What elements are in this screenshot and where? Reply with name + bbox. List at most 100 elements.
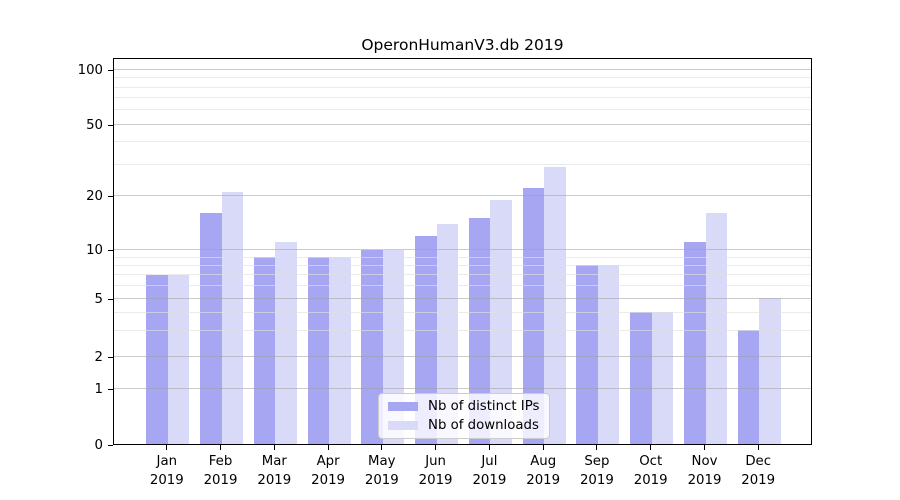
year-label: 2019 — [418, 473, 453, 488]
chart-title: OperonHumanV3.db 2019 — [361, 36, 564, 54]
bar-jan-distinct-ips — [146, 274, 168, 444]
legend-label-distinct-ips: Nb of distinct IPs — [428, 399, 540, 414]
x-tick-dec — [757, 445, 759, 450]
year-label: 2019 — [311, 473, 346, 488]
y-tick-1 — [108, 388, 113, 390]
bar-aug-distinct-ips — [522, 188, 545, 444]
month-label: Feb — [208, 454, 233, 469]
bar-apr-downloads — [329, 257, 351, 444]
bar-jan-downloads — [167, 274, 190, 444]
gridline-minor-90 — [114, 77, 811, 79]
bar-jul-downloads — [490, 199, 512, 444]
bar-apr-distinct-ips — [307, 257, 330, 444]
x-tick-feb — [220, 445, 221, 450]
month-label: Oct — [639, 454, 663, 469]
year-label: 2019 — [633, 473, 668, 488]
month-label: May — [368, 454, 396, 469]
y-tick-label-1: 1 — [94, 381, 103, 397]
bar-mar-distinct-ips — [253, 257, 276, 444]
gridline-minor-60 — [114, 109, 811, 111]
legend-swatch-downloads — [388, 420, 418, 431]
month-label: Apr — [316, 454, 340, 469]
gridline-minor-40 — [114, 141, 811, 142]
x-tick-aug — [542, 445, 544, 450]
month-label: Aug — [530, 454, 557, 469]
x-tick-label-jan: Jan 2019 — [122, 452, 212, 490]
y-tick-label-5: 5 — [94, 291, 103, 307]
gridline-10 — [114, 249, 811, 251]
x-tick-label-nov: Nov 2019 — [660, 452, 750, 490]
x-tick-label-aug: Aug 2019 — [498, 452, 588, 490]
month-label: Jan — [156, 454, 178, 469]
bar-mar-downloads — [275, 242, 297, 444]
year-label: 2019 — [741, 473, 776, 488]
gridline-minor-30 — [114, 163, 811, 165]
month-label: Jul — [481, 454, 498, 469]
x-tick-oct — [650, 445, 652, 450]
gridline-minor-6 — [114, 284, 811, 286]
y-tick-50 — [108, 124, 113, 126]
x-tick-label-jul: Jul 2019 — [444, 452, 534, 490]
gridline-5 — [114, 297, 811, 299]
x-tick-jan — [166, 445, 168, 450]
y-tick-0 — [108, 444, 113, 446]
x-tick-label-may: May 2019 — [337, 452, 427, 490]
year-label: 2019 — [526, 473, 561, 488]
gridline-2 — [114, 355, 811, 357]
x-tick-label-oct: Oct 2019 — [606, 452, 696, 490]
year-label: 2019 — [149, 473, 184, 488]
gridline-100 — [114, 69, 811, 71]
legend: Nb of distinct IPs Nb of downloads — [378, 393, 550, 439]
bar-oct-distinct-ips — [630, 312, 652, 444]
y-tick-10 — [108, 250, 113, 252]
bar-feb-distinct-ips — [200, 213, 222, 444]
x-tick-label-dec: Dec 2019 — [713, 452, 803, 490]
legend-entry-distinct-ips: Nb of distinct IPs — [379, 399, 549, 414]
month-label: Dec — [745, 454, 772, 469]
year-label: 2019 — [687, 473, 722, 488]
x-tick-nov — [704, 445, 705, 450]
gridline-50 — [114, 123, 811, 125]
gridline-minor-3 — [114, 329, 811, 331]
bar-nov-distinct-ips — [684, 242, 706, 444]
bar-feb-downloads — [221, 191, 243, 444]
year-label: 2019 — [257, 473, 292, 488]
x-tick-jun — [435, 445, 437, 450]
y-tick-100 — [108, 70, 113, 72]
y-tick-20 — [108, 196, 113, 198]
y-tick-label-0: 0 — [94, 437, 103, 453]
legend-swatch-distinct-ips — [388, 401, 418, 412]
x-tick-apr — [327, 445, 329, 450]
x-tick-mar — [273, 445, 275, 450]
bar-jun-distinct-ips — [415, 235, 437, 444]
x-tick-label-apr: Apr 2019 — [283, 452, 373, 490]
year-label: 2019 — [203, 473, 238, 488]
gridline-minor-70 — [114, 97, 811, 99]
gridline-minor-9 — [114, 256, 811, 258]
bar-sep-distinct-ips — [576, 265, 598, 444]
x-tick-label-feb: Feb 2019 — [176, 452, 266, 490]
x-tick-label-mar: Mar 2019 — [229, 452, 319, 490]
gridline-minor-8 — [114, 264, 811, 266]
x-tick-label-jun: Jun 2019 — [391, 452, 481, 490]
gridline-minor-80 — [114, 86, 811, 88]
y-tick-label-10: 10 — [86, 243, 103, 259]
gridline-minor-7 — [114, 274, 811, 275]
bar-dec-downloads — [759, 298, 781, 444]
legend-label-downloads: Nb of downloads — [428, 418, 539, 433]
bar-sep-downloads — [597, 265, 620, 444]
year-label: 2019 — [579, 473, 614, 488]
y-tick-label-20: 20 — [86, 189, 103, 205]
bar-nov-downloads — [705, 213, 727, 444]
month-label: Sep — [584, 454, 610, 469]
bar-oct-downloads — [651, 312, 674, 444]
gridline-20 — [114, 195, 811, 197]
bar-aug-downloads — [544, 166, 566, 444]
month-label: Jun — [425, 454, 446, 469]
gridline-1 — [114, 387, 811, 389]
month-label: Mar — [261, 454, 287, 469]
y-tick-label-2: 2 — [94, 349, 103, 365]
y-tick-2 — [108, 356, 113, 358]
year-label: 2019 — [364, 473, 399, 488]
